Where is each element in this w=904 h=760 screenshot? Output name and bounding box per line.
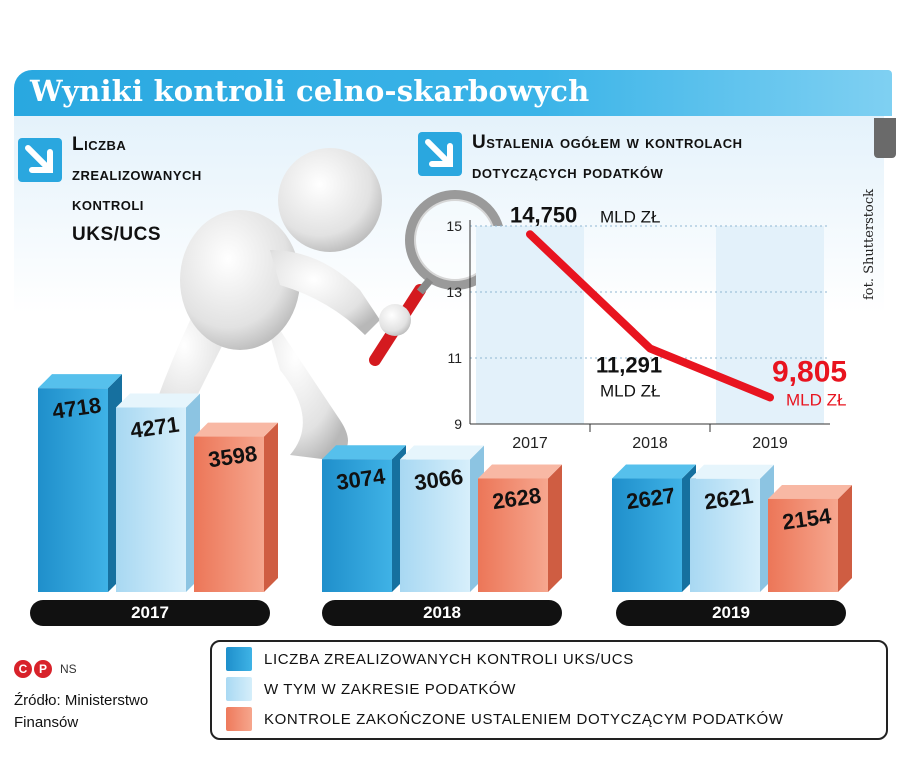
right-subtitle-line: Ustalenia ogółem w kontrolach [472, 132, 743, 153]
series-line [526, 230, 774, 402]
title-bar [14, 70, 892, 116]
year-label: 2017 [30, 600, 270, 626]
decorative-tab [874, 118, 896, 158]
left-subtitle-line: zrealizowanych [72, 164, 202, 185]
bar: 2154 [768, 484, 852, 592]
legend-swatch [226, 677, 252, 701]
legend-swatch [226, 647, 252, 671]
year-label: 2018 [322, 600, 562, 626]
author-initials: NS [60, 662, 77, 676]
bar: 2621 [690, 464, 774, 592]
copyright-p-icon: P [34, 660, 52, 678]
legend-item: kontrole zakończone ustaleniem dotyczący… [226, 706, 783, 732]
column-band [716, 226, 824, 424]
legend-item: w tym w zakresie podatków [226, 676, 516, 702]
bar: 4718 [38, 374, 122, 592]
year-label: 2019 [616, 600, 846, 626]
bar: 4271 [116, 393, 200, 592]
y-tick-label: 15 [446, 218, 462, 234]
bar: 3066 [400, 445, 484, 592]
x-tick-label: 2019 [752, 435, 788, 452]
source-note: Źródło: Ministerstwo Finansów [14, 692, 149, 731]
y-tick-label: 13 [446, 284, 462, 300]
bar: 3074 [322, 445, 406, 592]
point-value-label: 9,805 [772, 355, 847, 388]
column-band [476, 226, 584, 424]
arrow-down-right-icon [418, 132, 462, 176]
legend: Liczba zrealizowanych kontroli UKS/UCS w… [210, 640, 888, 740]
legend-label: Liczba zrealizowanych kontroli UKS/UCS [264, 650, 634, 668]
right-subtitle-line: dotyczących podatków [472, 162, 664, 183]
left-subtitle-line: Liczba [72, 134, 127, 155]
y-tick-label: 9 [454, 416, 462, 432]
legend-swatch [226, 707, 252, 731]
bar: 3598 [194, 422, 278, 592]
legend-item: Liczba zrealizowanych kontroli UKS/UCS [226, 646, 634, 672]
x-tick-label: 2017 [512, 435, 548, 452]
right-subtitle: Ustalenia ogółem w kontrolach dotyczącyc… [472, 128, 743, 188]
arrow-down-right-icon [18, 138, 62, 182]
copyright: C P NS [14, 660, 77, 678]
x-tick-label: 2018 [632, 435, 668, 452]
left-subtitle: Liczba zrealizowanych kontroli UKS/UCS [72, 130, 202, 250]
left-subtitle-line: kontroli [72, 194, 144, 215]
legend-label: w tym w zakresie podatków [264, 680, 516, 698]
point-value-label: 11,291 [596, 352, 662, 377]
point-unit-label: MLD ZŁ [600, 381, 660, 400]
copyright-c-icon: C [14, 660, 32, 678]
point-unit-label: MLD ZŁ [786, 390, 846, 409]
page-title: Wyniki kontroli celno-skarbowych [30, 74, 590, 108]
legend-label: kontrole zakończone ustaleniem dotyczący… [264, 710, 784, 728]
bar: 2628 [478, 464, 562, 592]
y-tick-label: 11 [447, 350, 462, 366]
bar: 2627 [612, 464, 696, 592]
point-value-label: 14,750 [510, 202, 577, 227]
point-unit-label: MLD ZŁ [600, 207, 660, 226]
left-subtitle-line: UKS/UCS [72, 224, 162, 245]
